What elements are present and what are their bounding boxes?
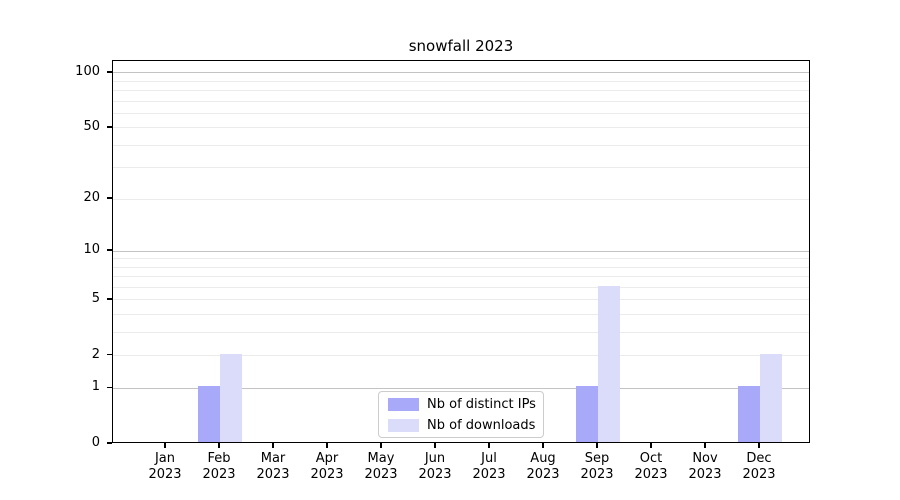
x-tick-mark — [272, 443, 274, 448]
y-tick-mark — [107, 249, 112, 251]
bar-feb-downloads — [220, 353, 242, 442]
minor-gridline — [113, 276, 809, 278]
minor-gridline — [113, 144, 809, 146]
x-tick-mark — [218, 443, 220, 448]
x-tick-label: Jul 2023 — [472, 451, 506, 482]
legend-swatch — [388, 418, 419, 432]
legend-swatch — [388, 397, 419, 411]
y-tick-mark — [107, 386, 112, 388]
y-tick-mark — [107, 353, 112, 356]
legend-entry: Nb of distinct IPs — [388, 396, 536, 412]
bar-sep-downloads — [598, 285, 620, 442]
minor-gridline — [113, 198, 809, 200]
x-tick-mark — [164, 443, 166, 448]
x-tick-mark — [596, 443, 598, 448]
minor-gridline — [113, 80, 809, 82]
y-tick-label: 0 — [91, 435, 100, 450]
minor-gridline — [113, 314, 809, 316]
major-gridline — [113, 72, 809, 74]
legend-label: Nb of downloads — [427, 417, 536, 433]
x-tick-label: May 2023 — [364, 451, 398, 482]
x-tick-label: Sep 2023 — [580, 451, 614, 482]
y-tick-label: 5 — [91, 290, 100, 306]
x-tick-mark — [542, 443, 544, 448]
x-tick-label: Jan 2023 — [148, 451, 182, 482]
y-tick-mark — [107, 298, 112, 300]
x-tick-label: Dec 2023 — [742, 451, 776, 482]
legend-entries: Nb of distinct IPs Nb of downloads — [388, 396, 536, 433]
y-tick-label: 100 — [75, 63, 100, 79]
x-tick-label: Feb 2023 — [202, 451, 236, 482]
bar-feb-distinct-ips — [198, 386, 220, 442]
minor-gridline — [113, 299, 809, 301]
x-tick-mark — [326, 443, 328, 448]
legend-label: Nb of distinct IPs — [427, 396, 536, 412]
y-tick-label: 10 — [83, 242, 100, 258]
legend-entry: Nb of downloads — [388, 418, 535, 433]
major-gridline — [113, 250, 809, 252]
x-tick-label: Apr 2023 — [310, 451, 344, 482]
minor-gridline — [113, 332, 809, 333]
chart-title: snowfall 2023 — [408, 37, 514, 55]
x-tick-mark — [434, 443, 436, 448]
bar-dec-downloads — [760, 353, 782, 442]
x-tick-label: Mar 2023 — [256, 451, 290, 482]
major-gridline — [113, 387, 809, 389]
y-tick-mark — [107, 442, 112, 444]
minor-gridline — [113, 112, 809, 114]
minor-gridline — [113, 90, 809, 92]
minor-gridline — [113, 127, 809, 129]
x-tick-label: Nov 2023 — [688, 451, 722, 482]
bar-dec-distinct-ips — [738, 386, 760, 442]
x-tick-label: Jun 2023 — [418, 451, 452, 482]
x-tick-mark — [704, 443, 706, 448]
minor-gridline — [113, 266, 809, 268]
y-tick-label: 50 — [83, 118, 100, 134]
bar-sep-distinct-ips — [576, 386, 598, 442]
minor-gridline — [113, 258, 809, 260]
legend: Nb of distinct IPs Nb of downloads — [378, 391, 544, 438]
y-tick-mark — [107, 197, 112, 199]
minor-gridline — [113, 100, 809, 102]
x-tick-mark — [488, 443, 490, 448]
minor-gridline — [113, 167, 809, 169]
x-tick-mark — [758, 443, 760, 448]
y-tick-mark — [107, 126, 112, 128]
y-tick-label: 20 — [83, 190, 100, 206]
plot-area — [112, 60, 810, 443]
minor-gridline — [113, 355, 809, 357]
minor-gridline — [113, 286, 809, 288]
y-tick-mark — [107, 71, 112, 73]
x-tick-mark — [650, 443, 652, 448]
y-tick-label: 1 — [91, 379, 100, 395]
x-tick-label: Aug 2023 — [526, 451, 560, 482]
x-tick-mark — [380, 443, 382, 448]
x-tick-label: Oct 2023 — [634, 451, 668, 482]
y-tick-label: 2 — [91, 346, 100, 362]
